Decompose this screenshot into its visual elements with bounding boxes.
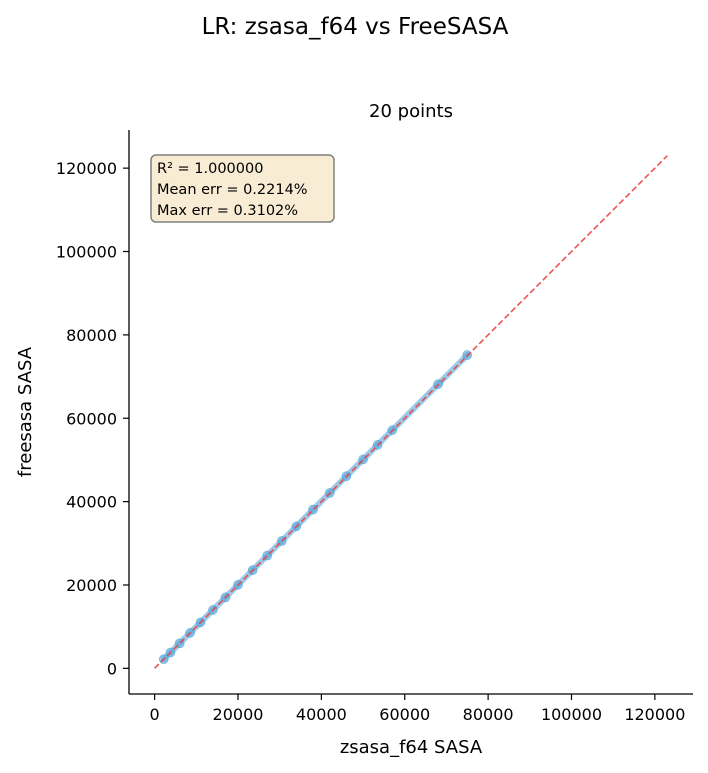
x-tick-label: 0 — [150, 705, 160, 724]
identity-line — [154, 155, 668, 669]
x-tick-label: 40000 — [296, 705, 347, 724]
chart-title: 20 points — [369, 101, 453, 122]
series-band — [160, 352, 471, 663]
x-axis-label: zsasa_f64 SASA — [340, 737, 483, 758]
y-tick-label: 100000 — [56, 243, 117, 262]
annotation-line: Max err = 0.3102% — [157, 203, 298, 219]
y-axis-label: freesasa SASA — [15, 346, 36, 477]
figure-suptitle: LR: zsasa_f64 vs FreeSASA — [202, 14, 509, 40]
x-tick-label: 60000 — [379, 705, 430, 724]
y-tick-label: 120000 — [56, 159, 117, 178]
annotation-line: Mean err = 0.2214% — [157, 182, 308, 198]
y-tick-label: 80000 — [66, 326, 117, 345]
annotation-line: R² = 1.000000 — [157, 161, 263, 177]
y-tick-label: 0 — [107, 659, 117, 678]
plot-area: 0 20000 40000 60000 80000 100000 120000 0 20000 4… — [56, 130, 693, 724]
x-tick-label: 80000 — [463, 705, 514, 724]
y-tick-label: 60000 — [66, 409, 117, 428]
stats-annotation: R² = 1.000000 Mean err = 0.2214% Max err =… — [150, 154, 335, 223]
x-tick-label: 120000 — [624, 705, 685, 724]
x-tick-label: 20000 — [213, 705, 264, 724]
annotation-box — [150, 154, 335, 223]
y-tick-label: 40000 — [66, 493, 117, 512]
x-tick-label: 100000 — [541, 705, 602, 724]
y-tick-label: 20000 — [66, 576, 117, 595]
